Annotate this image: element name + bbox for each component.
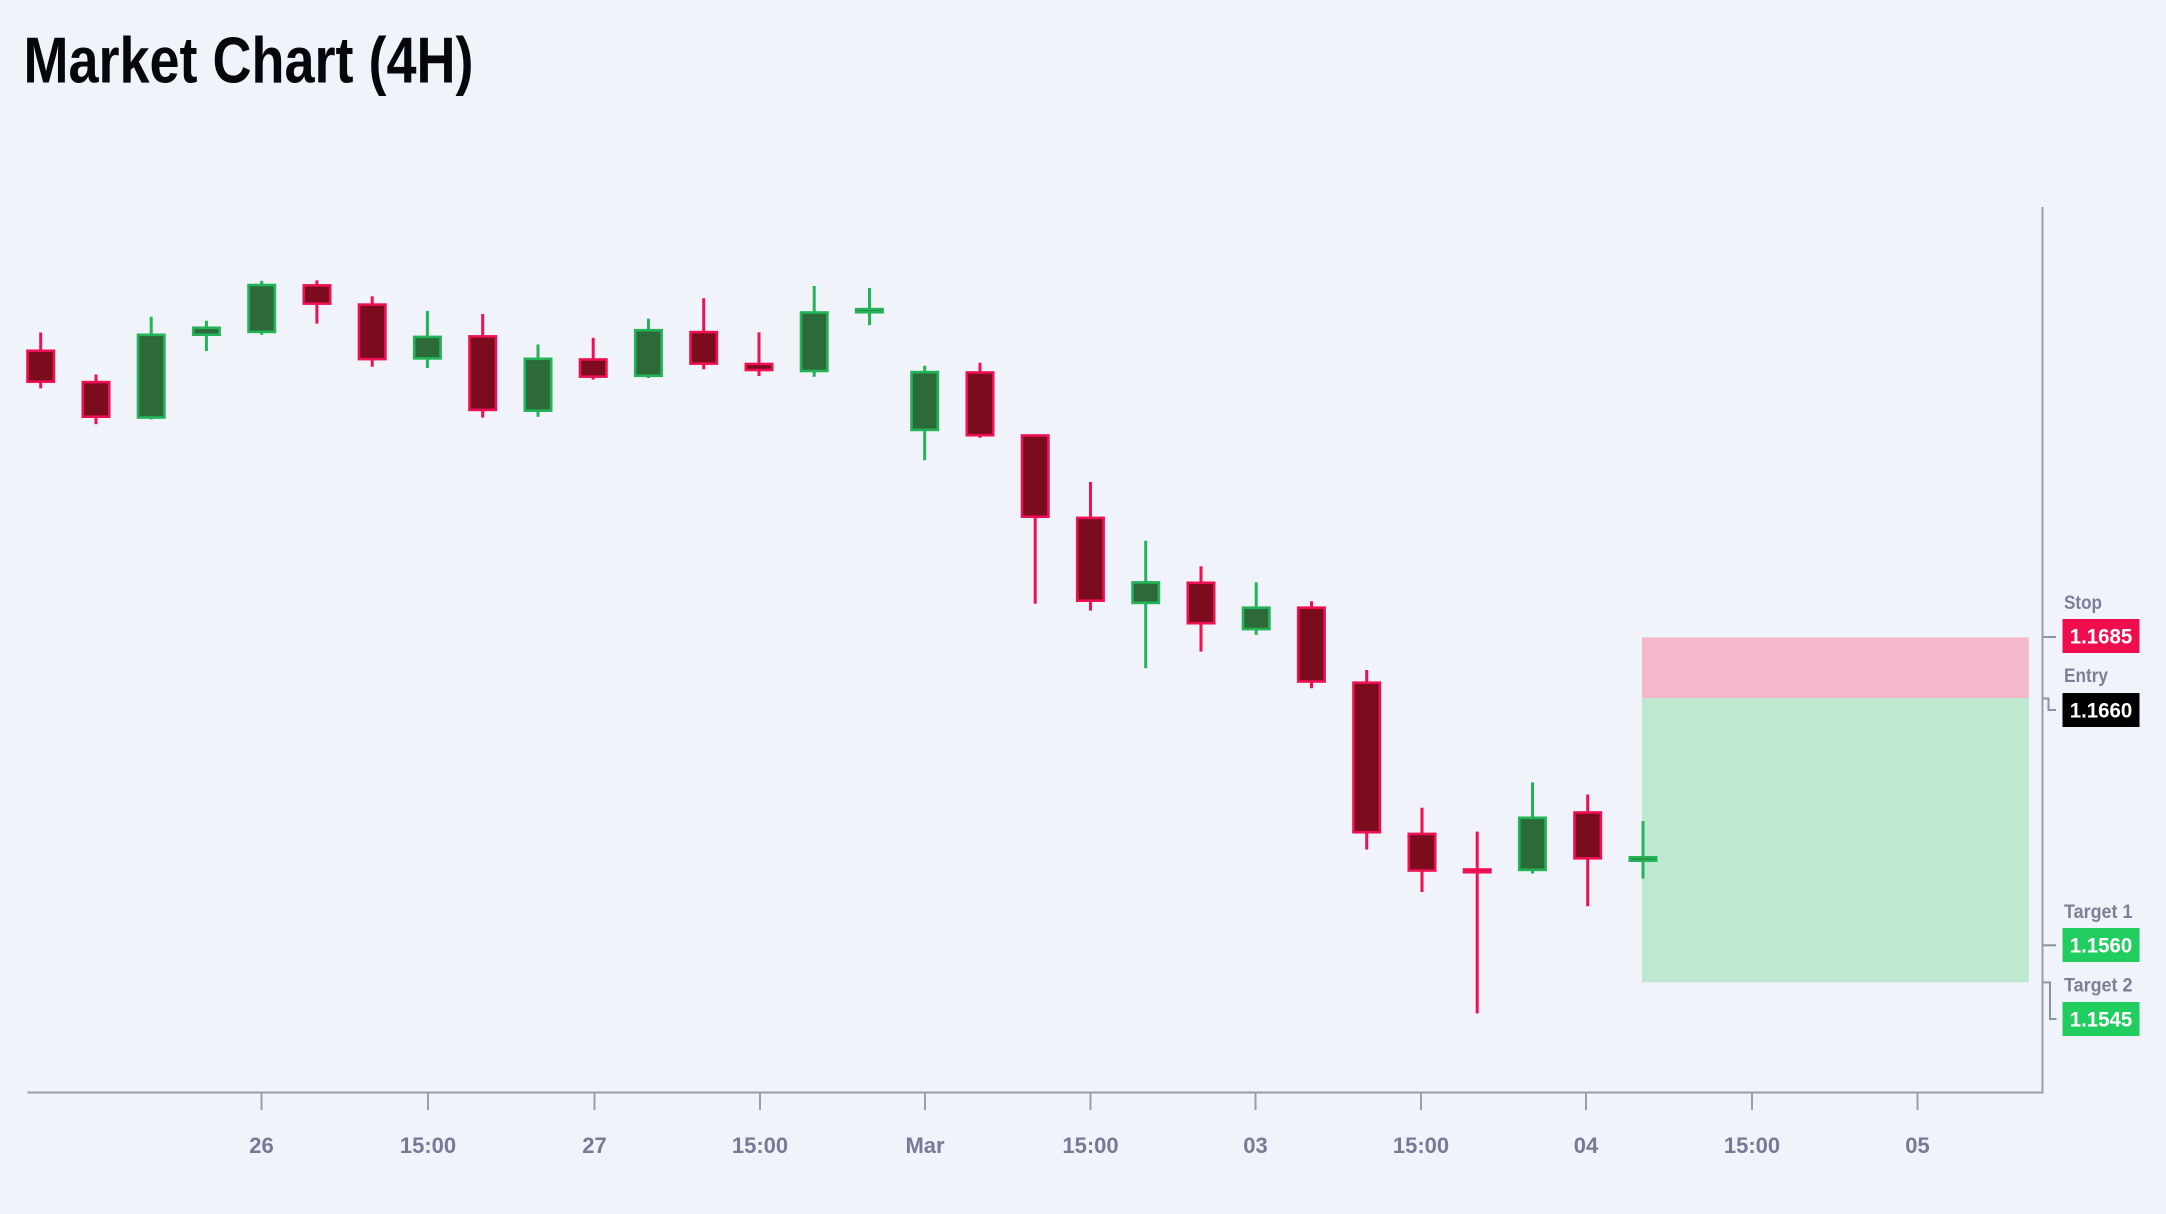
svg-text:1.1685: 1.1685 (2070, 626, 2133, 649)
svg-text:Target 2: Target 2 (2064, 976, 2133, 997)
svg-text:1.1560: 1.1560 (2070, 935, 2133, 958)
svg-text:03: 03 (1243, 1133, 1267, 1158)
svg-text:15:00: 15:00 (1393, 1133, 1449, 1158)
svg-text:1.1660: 1.1660 (2070, 700, 2133, 723)
svg-text:26: 26 (249, 1133, 273, 1158)
svg-text:Entry: Entry (2064, 666, 2108, 687)
svg-text:05: 05 (1905, 1133, 1929, 1158)
svg-text:15:00: 15:00 (1062, 1133, 1118, 1158)
svg-text:Market Chart (4H): Market Chart (4H) (24, 24, 474, 97)
svg-text:15:00: 15:00 (732, 1133, 788, 1158)
svg-text:04: 04 (1574, 1133, 1599, 1158)
svg-text:Stop: Stop (2064, 593, 2102, 614)
svg-text:15:00: 15:00 (1724, 1133, 1780, 1158)
svg-text:15:00: 15:00 (400, 1133, 456, 1158)
svg-text:Target 1: Target 1 (2064, 902, 2133, 923)
svg-text:27: 27 (582, 1133, 606, 1158)
svg-text:Mar: Mar (905, 1133, 945, 1158)
svg-text:1.1545: 1.1545 (2070, 1009, 2133, 1032)
